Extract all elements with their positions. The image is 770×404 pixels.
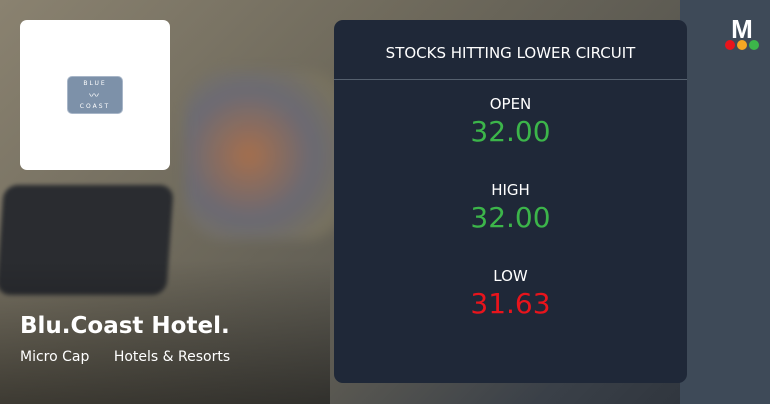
company-name: Blu.Coast Hotel.	[20, 313, 230, 339]
wave-icon: 〰	[89, 91, 101, 103]
background-monitor	[680, 0, 770, 404]
brand-logo: M	[722, 14, 762, 50]
green-dot-icon	[749, 40, 759, 50]
tag-market-cap: Micro Cap	[20, 349, 90, 365]
logo-text-top: BLUE	[83, 80, 107, 88]
background-shade	[0, 260, 330, 404]
open-label: OPEN	[489, 95, 532, 113]
red-dot-icon	[725, 40, 735, 50]
orange-dot-icon	[737, 40, 747, 50]
logo-text-bottom: COAST	[79, 102, 111, 110]
low-label: LOW	[493, 267, 528, 285]
company-logo-card: BLUE 〰 COAST	[20, 20, 170, 170]
panel-title: STOCKS HITTING LOWER CIRCUIT	[334, 20, 687, 80]
high-value: 32.00	[470, 201, 551, 234]
low-value: 31.63	[470, 287, 551, 320]
tag-industry: Hotels & Resorts	[113, 349, 231, 365]
open-value: 32.00	[470, 115, 551, 148]
company-tags: Micro Cap Hotels & Resorts	[20, 349, 250, 365]
brand-logo-letter: M	[731, 14, 753, 44]
background-jar	[185, 70, 345, 240]
circuit-panel: STOCKS HITTING LOWER CIRCUIT OPEN 32.00 …	[334, 20, 687, 383]
company-logo: BLUE 〰 COAST	[67, 76, 123, 114]
high-label: HIGH	[491, 181, 530, 199]
